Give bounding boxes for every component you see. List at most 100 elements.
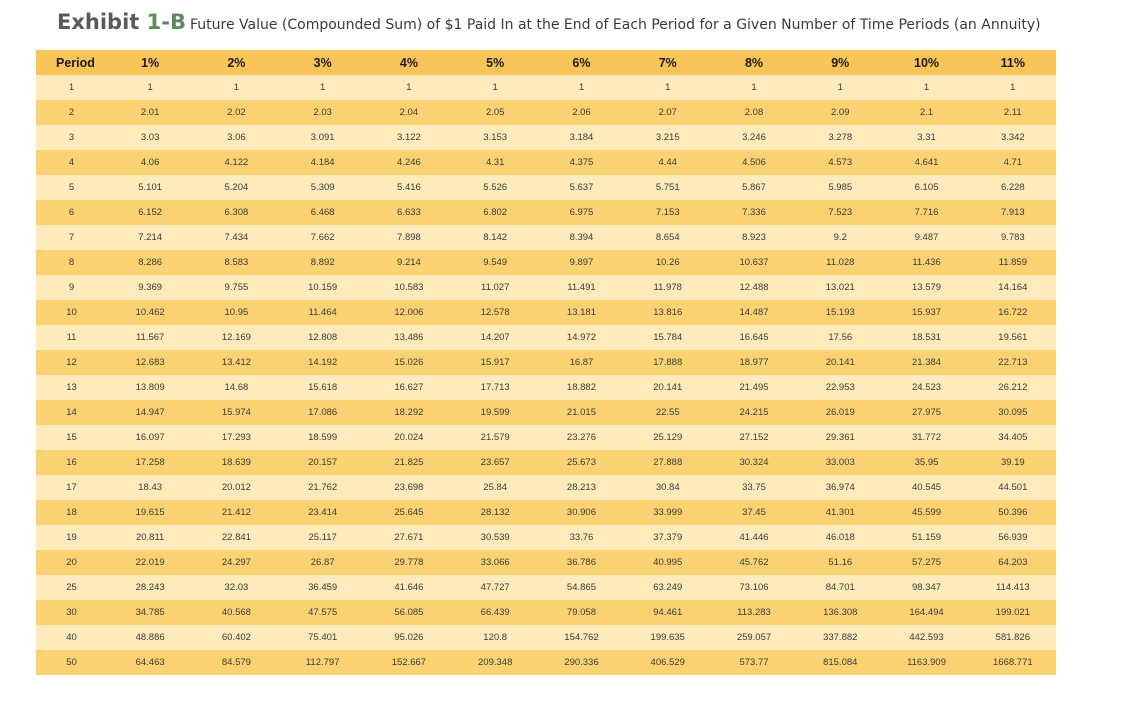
value-cell: 12.006	[365, 300, 453, 325]
value-cell: 36.459	[279, 575, 366, 600]
value-cell: 64.203	[969, 550, 1056, 575]
value-cell: 98.347	[883, 575, 970, 600]
table-row: 13 13.809 14.68 15.618 16.627 17.713 18.882 20.…	[36, 375, 1056, 400]
value-cell: 10.462	[107, 300, 194, 325]
value-cell: 28.213	[538, 475, 625, 500]
value-cell: 5.985	[797, 175, 884, 200]
value-cell: 21.412	[193, 500, 280, 525]
column-header-rate: 8%	[710, 50, 798, 75]
value-cell: 27.888	[624, 450, 711, 475]
period-cell: 25	[36, 575, 107, 600]
period-cell: 1	[36, 75, 107, 100]
value-cell: 20.141	[797, 350, 884, 375]
value-cell: 40.545	[883, 475, 970, 500]
value-cell: 30.095	[969, 400, 1056, 425]
value-cell: 7.913	[969, 200, 1056, 225]
table-row: 7 7.214 7.434 7.662 7.898 8.142 8.394 8.654 8.92…	[36, 225, 1056, 250]
value-cell: 51.159	[883, 525, 970, 550]
value-cell: 16.627	[365, 375, 453, 400]
value-cell: 11.028	[797, 250, 884, 275]
value-cell: 46.018	[797, 525, 884, 550]
value-cell: 3.06	[193, 125, 280, 150]
value-cell: 41.301	[797, 500, 884, 525]
value-cell: 15.784	[624, 325, 711, 350]
value-cell: 5.416	[365, 175, 453, 200]
value-cell: 2.04	[365, 100, 453, 125]
value-cell: 30.539	[452, 525, 539, 550]
value-cell: 13.412	[193, 350, 280, 375]
value-cell: 3.246	[710, 125, 798, 150]
column-header-rate: 6%	[538, 50, 625, 75]
value-cell: 4.44	[624, 150, 711, 175]
value-cell: 66.439	[452, 600, 539, 625]
value-cell: 9.783	[969, 225, 1056, 250]
table-row: 14 14.947 15.974 17.086 18.292 19.599 21.015 22…	[36, 400, 1056, 425]
value-cell: 31.772	[883, 425, 970, 450]
value-cell: 199.021	[969, 600, 1056, 625]
value-cell: 26.87	[279, 550, 366, 575]
value-cell: 3.03	[107, 125, 194, 150]
value-cell: 1	[193, 75, 280, 100]
value-cell: 32.03	[193, 575, 280, 600]
value-cell: 5.204	[193, 175, 280, 200]
value-cell: 3.31	[883, 125, 970, 150]
period-cell: 18	[36, 500, 107, 525]
value-cell: 17.258	[107, 450, 194, 475]
value-cell: 8.394	[538, 225, 625, 250]
value-cell: 10.26	[624, 250, 711, 275]
value-cell: 7.523	[797, 200, 884, 225]
value-cell: 22.55	[624, 400, 711, 425]
value-cell: 10.159	[279, 275, 366, 300]
table-row: 20 22.019 24.297 26.87 29.778 33.066 36.786 40.…	[36, 550, 1056, 575]
value-cell: 17.56	[797, 325, 884, 350]
value-cell: 14.164	[969, 275, 1056, 300]
table-row: 8 8.286 8.583 8.892 9.214 9.549 9.897 10.26 10.6…	[36, 250, 1056, 275]
value-cell: 4.06	[107, 150, 194, 175]
value-cell: 112.797	[279, 650, 366, 675]
value-cell: 17.888	[624, 350, 711, 375]
value-cell: 7.336	[710, 200, 798, 225]
column-header-rate: 5%	[452, 50, 539, 75]
table-row: 19 20.811 22.841 25.117 27.671 30.539 33.76 37.…	[36, 525, 1056, 550]
value-cell: 4.71	[969, 150, 1056, 175]
exhibit-word: Exhibit	[57, 10, 140, 34]
value-cell: 22.713	[969, 350, 1056, 375]
value-cell: 1	[365, 75, 453, 100]
period-cell: 3	[36, 125, 107, 150]
value-cell: 154.762	[538, 625, 625, 650]
value-cell: 47.575	[279, 600, 366, 625]
value-cell: 11.436	[883, 250, 970, 275]
value-cell: 15.026	[365, 350, 453, 375]
value-cell: 28.243	[107, 575, 194, 600]
value-cell: 13.486	[365, 325, 453, 350]
value-cell: 6.228	[969, 175, 1056, 200]
value-cell: 8.583	[193, 250, 280, 275]
value-cell: 56.085	[365, 600, 453, 625]
value-cell: 7.434	[193, 225, 280, 250]
value-cell: 12.578	[452, 300, 539, 325]
value-cell: 3.122	[365, 125, 453, 150]
value-cell: 15.917	[452, 350, 539, 375]
value-cell: 36.786	[538, 550, 625, 575]
value-cell: 44.501	[969, 475, 1056, 500]
value-cell: 5.101	[107, 175, 194, 200]
table-row: 4 4.06 4.122 4.184 4.246 4.31 4.375 4.44 4.506 4.…	[36, 150, 1056, 175]
value-cell: 136.308	[797, 600, 884, 625]
period-cell: 8	[36, 250, 107, 275]
value-cell: 6.308	[193, 200, 280, 225]
value-cell: 47.727	[452, 575, 539, 600]
value-cell: 64.463	[107, 650, 194, 675]
column-header-rate: 10%	[883, 50, 970, 75]
value-cell: 15.974	[193, 400, 280, 425]
value-cell: 35.95	[883, 450, 970, 475]
value-cell: 3.278	[797, 125, 884, 150]
value-cell: 442.593	[883, 625, 970, 650]
value-cell: 41.446	[710, 525, 798, 550]
value-cell: 6.105	[883, 175, 970, 200]
value-cell: 114.413	[969, 575, 1056, 600]
value-cell: 1	[452, 75, 539, 100]
value-cell: 1163.909	[883, 650, 970, 675]
period-cell: 7	[36, 225, 107, 250]
value-cell: 24.523	[883, 375, 970, 400]
